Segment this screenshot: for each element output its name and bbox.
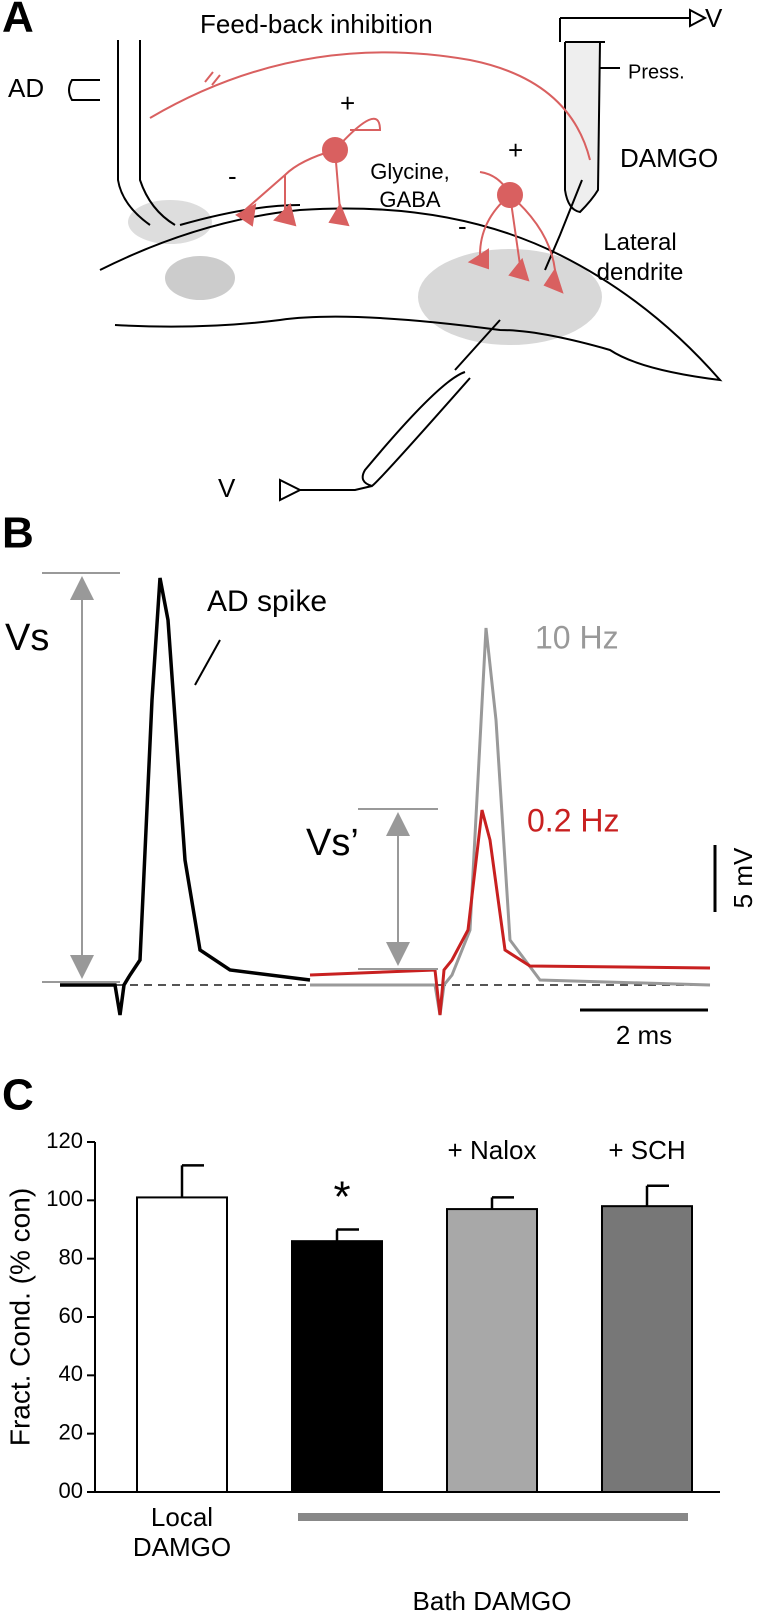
y-tick-label: 100 xyxy=(46,1186,83,1211)
group-label: Bath DAMGO xyxy=(413,1586,572,1616)
label: AD xyxy=(8,73,44,103)
label: 0.2 Hz xyxy=(527,802,619,838)
label: Lateral dendrite xyxy=(596,229,684,286)
label: Glycine, GABA xyxy=(370,159,450,212)
y-tick-label: 00 xyxy=(59,1478,83,1503)
label: 5 mV xyxy=(728,847,758,908)
label-box: Lateral dendrite xyxy=(596,229,684,286)
label: 10 Hz xyxy=(535,619,619,655)
traces xyxy=(42,572,717,1016)
y-axis-label: Fract. Cond. (% con) xyxy=(4,1188,35,1446)
label: V xyxy=(218,473,236,503)
label: Press. xyxy=(628,61,685,83)
bar xyxy=(446,1208,538,1494)
y-tick-label: 40 xyxy=(59,1361,83,1386)
annotation: * xyxy=(333,1173,350,1222)
label: AD spike xyxy=(207,585,327,618)
label: - xyxy=(458,211,467,241)
y-tick-label: 20 xyxy=(59,1419,83,1444)
interneurons xyxy=(149,51,591,294)
label: V xyxy=(705,3,723,33)
y-tick-label: 80 xyxy=(59,1244,83,1269)
panel-letter: A xyxy=(2,0,34,42)
bar xyxy=(601,1205,693,1493)
category-label: Local DAMGO xyxy=(132,1502,232,1562)
label: DAMGO xyxy=(620,143,718,173)
label: Feed-back inhibition xyxy=(200,9,433,39)
bar xyxy=(291,1240,383,1493)
label: Vs xyxy=(5,617,49,659)
label: - xyxy=(228,161,237,191)
category-label: + SCH xyxy=(608,1135,686,1165)
label: + xyxy=(340,88,355,118)
panel-letter: B xyxy=(2,509,34,558)
y-tick-label: 120 xyxy=(46,1128,83,1153)
label: 2 ms xyxy=(616,1020,672,1050)
label: Vs’ xyxy=(306,822,359,864)
category-label: + Nalox xyxy=(447,1135,537,1165)
label: + xyxy=(508,135,523,165)
label-box: Glycine, GABA xyxy=(370,159,450,212)
bar xyxy=(136,1196,228,1493)
panel-letter: C xyxy=(2,1071,34,1120)
y-tick-label: 60 xyxy=(59,1303,83,1328)
